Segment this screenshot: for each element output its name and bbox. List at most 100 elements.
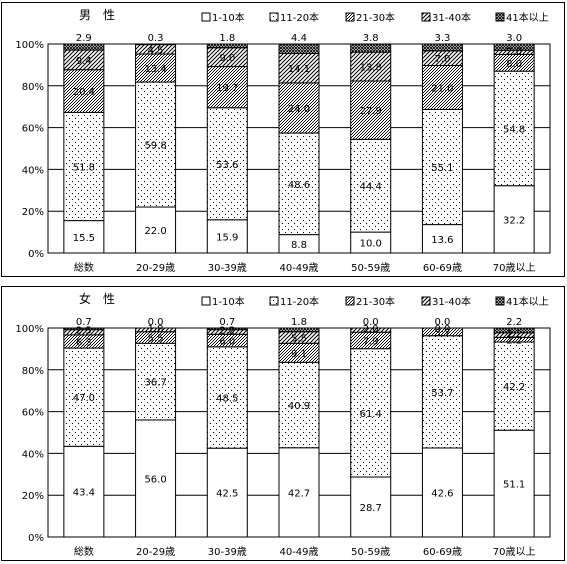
y-tick-label: 40% bbox=[22, 165, 44, 176]
data-label: 3.3 bbox=[434, 33, 450, 44]
legend-label: 41本以上 bbox=[506, 11, 549, 24]
male-chart-panel: 男 性 1-10本 11-20本 21-30本 31-40本 41本以上 0% 20% 40% 6… bbox=[1, 2, 565, 277]
y-tick-label: 80% bbox=[22, 82, 44, 93]
legend-swatch bbox=[269, 296, 279, 306]
data-label: 9.1 bbox=[291, 349, 307, 360]
x-tick-label: 70歳以上 bbox=[493, 262, 536, 274]
data-label: 13.6 bbox=[431, 235, 453, 246]
bar-segment bbox=[278, 361, 320, 449]
data-label: 7.9 bbox=[363, 336, 379, 347]
data-label: 7.0 bbox=[434, 54, 450, 65]
data-label: 8.8 bbox=[291, 240, 307, 251]
legend-swatch bbox=[345, 296, 355, 306]
data-label: 51.1 bbox=[503, 480, 525, 491]
data-label: 0.7 bbox=[219, 317, 235, 328]
bar-segment bbox=[421, 335, 463, 449]
bar-segment bbox=[206, 327, 248, 331]
data-label: 2.2 bbox=[506, 336, 522, 347]
data-label: 27.9 bbox=[360, 106, 382, 117]
data-label: 42.5 bbox=[216, 489, 238, 500]
data-label: 47.0 bbox=[73, 393, 95, 404]
legend-label: 41本以上 bbox=[506, 295, 549, 308]
bar-segment bbox=[493, 429, 535, 538]
legend-swatch bbox=[495, 12, 505, 22]
legend-label: 11-20本 bbox=[280, 295, 319, 308]
data-label: 56.0 bbox=[144, 474, 166, 485]
data-label: 5.5 bbox=[291, 334, 307, 345]
data-label: 0.7 bbox=[76, 317, 92, 328]
data-label: 1.8 bbox=[291, 317, 307, 328]
x-tick-label: 総数 bbox=[74, 545, 94, 558]
x-tick-label: 70歳以上 bbox=[493, 546, 536, 558]
bar-segment bbox=[493, 43, 535, 51]
bar-segment bbox=[421, 447, 463, 538]
data-label: 48.5 bbox=[216, 393, 238, 404]
x-tick-label: 60-69歳 bbox=[423, 546, 462, 558]
bar-segment bbox=[350, 138, 392, 233]
data-label: 36.7 bbox=[144, 378, 166, 389]
bar-segment bbox=[350, 348, 392, 478]
legend-swatch bbox=[269, 12, 279, 22]
data-label: 2.9 bbox=[76, 33, 92, 44]
x-tick-label: 40-49歳 bbox=[279, 546, 318, 558]
data-label: 1.8 bbox=[148, 324, 164, 335]
legend-swatch bbox=[201, 296, 211, 306]
bar-segment bbox=[278, 327, 320, 333]
x-tick-label: 総数 bbox=[74, 261, 94, 274]
data-label: 55.1 bbox=[431, 163, 453, 174]
legend-label: 1-10本 bbox=[212, 295, 245, 308]
y-tick-label: 20% bbox=[22, 491, 44, 502]
data-label: 20.4 bbox=[73, 87, 95, 98]
data-label: 32.2 bbox=[503, 215, 525, 226]
data-label: 51.8 bbox=[73, 162, 95, 173]
data-label: 61.4 bbox=[360, 409, 382, 420]
data-label: 42.6 bbox=[431, 488, 453, 499]
y-tick-label: 100% bbox=[15, 324, 44, 335]
x-tick-label: 50-59歳 bbox=[351, 546, 390, 558]
legend-swatch bbox=[495, 296, 505, 306]
chart-title: 女 性 bbox=[79, 291, 115, 306]
male-stacked-bar-chart: 男 性 1-10本 11-20本 21-30本 31-40本 41本以上 0% 20% 40% 6… bbox=[15, 8, 551, 274]
data-label: 19.7 bbox=[216, 83, 238, 94]
data-label: 44.4 bbox=[360, 182, 382, 193]
bar-segment bbox=[63, 327, 105, 331]
bar-segment bbox=[350, 43, 392, 53]
bar-segment bbox=[135, 342, 177, 421]
y-tick-label: 80% bbox=[22, 366, 44, 377]
data-label: 1.8 bbox=[219, 33, 235, 44]
data-label: 48.6 bbox=[288, 180, 310, 191]
data-label: 15.5 bbox=[73, 233, 95, 244]
data-label: 42.2 bbox=[503, 382, 525, 393]
data-label: 59.8 bbox=[144, 141, 166, 152]
bar-segment bbox=[206, 447, 248, 538]
data-label: 0.0 bbox=[363, 317, 379, 328]
bar-segment bbox=[350, 327, 392, 333]
chart-title: 男 性 bbox=[79, 8, 115, 22]
legend-label: 1-10本 bbox=[212, 11, 245, 24]
x-tick-label: 30-39歳 bbox=[208, 262, 247, 274]
y-tick-label: 0% bbox=[28, 249, 44, 260]
data-label: 4.4 bbox=[291, 33, 307, 44]
data-label: 8.0 bbox=[506, 59, 522, 70]
bar-segment bbox=[63, 43, 105, 51]
data-label: 9.0 bbox=[219, 53, 235, 64]
legend-swatch bbox=[201, 12, 211, 22]
bar-segment bbox=[135, 327, 177, 333]
data-label: 3.0 bbox=[506, 33, 522, 44]
female-stacked-bar-chart: 女 性 1-10本 11-20本 21-30本 31-40本 41本以上 0% 20% 40% 6… bbox=[15, 291, 551, 558]
y-tick-label: 60% bbox=[22, 124, 44, 135]
bar-segment bbox=[206, 219, 248, 254]
bar-segment bbox=[63, 445, 105, 538]
legend-swatch bbox=[345, 12, 355, 22]
data-label: 42.7 bbox=[288, 488, 310, 499]
legend-label: 21-30本 bbox=[356, 11, 395, 24]
data-label: 54.8 bbox=[503, 124, 525, 135]
bar-segment bbox=[206, 66, 248, 109]
data-label: 13.4 bbox=[144, 64, 166, 75]
data-label: 6.3 bbox=[76, 337, 92, 348]
bar-segment bbox=[206, 43, 248, 49]
data-label: 0.0 bbox=[148, 317, 164, 328]
data-label: 13.8 bbox=[360, 63, 382, 74]
y-tick-label: 40% bbox=[22, 449, 44, 460]
